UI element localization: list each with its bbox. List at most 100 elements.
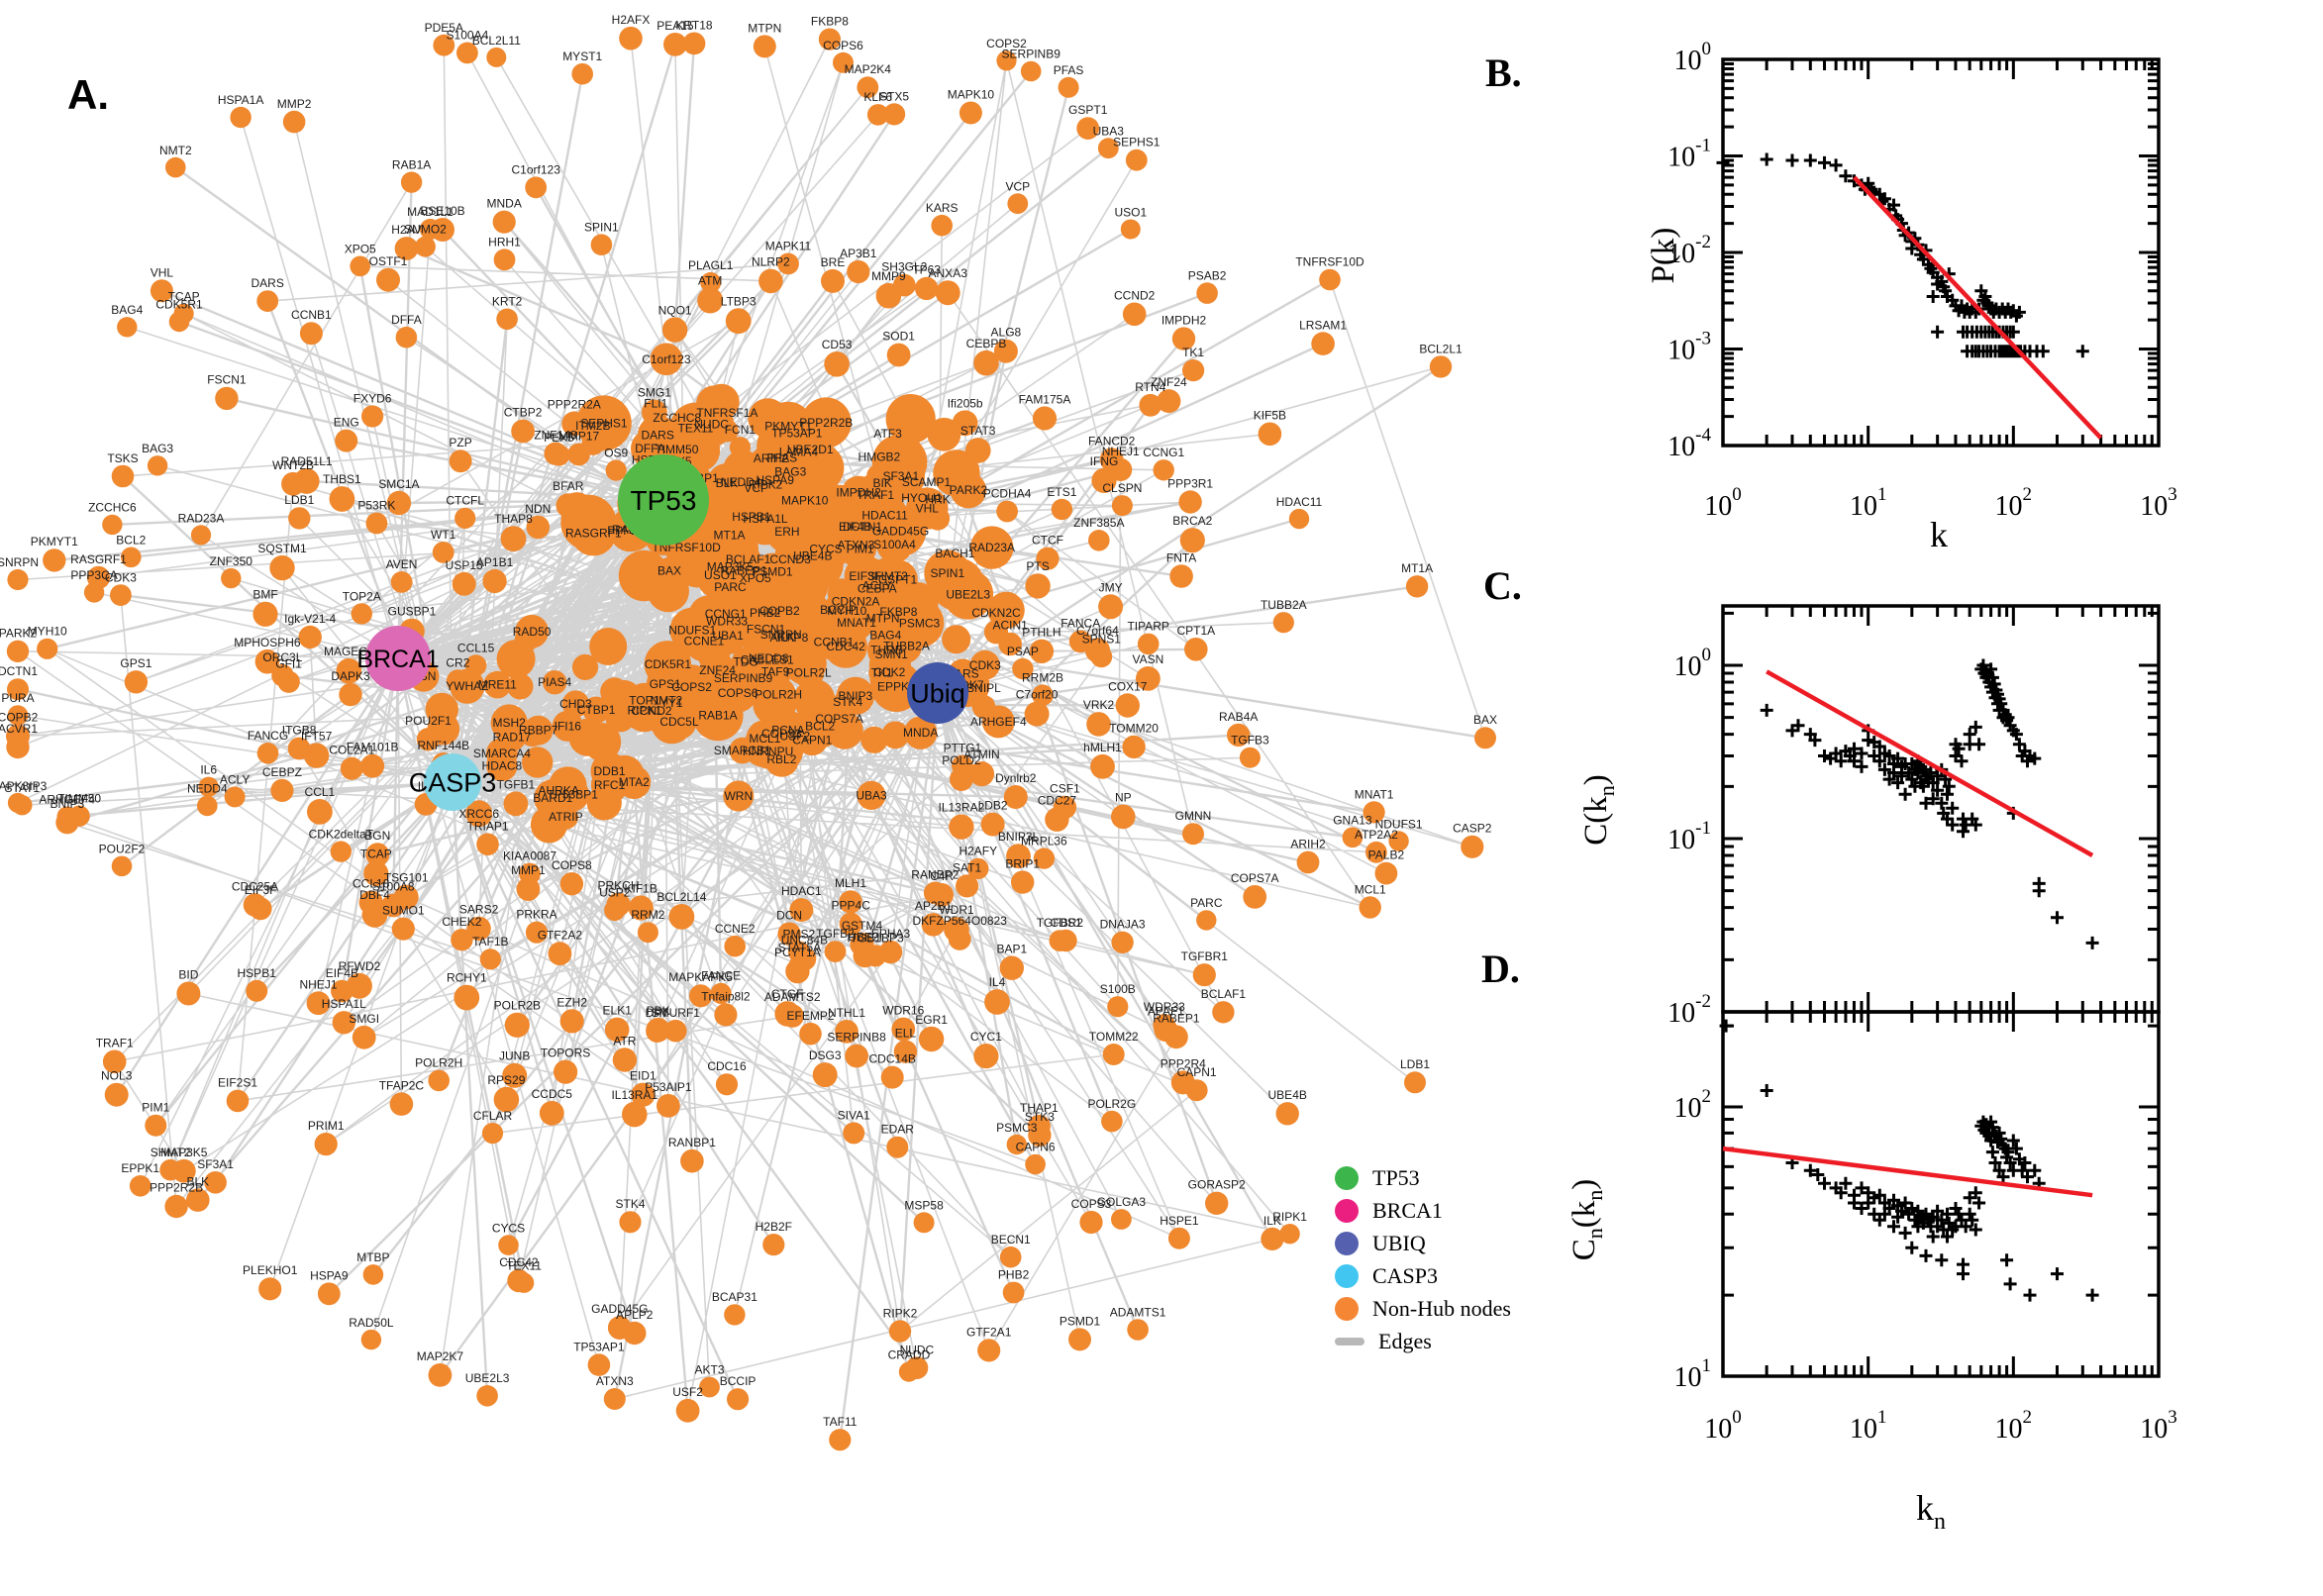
svg-text:MTBP: MTBP — [356, 1250, 389, 1264]
svg-text:CDK5R1: CDK5R1 — [645, 657, 692, 671]
svg-text:LTBP3: LTBP3 — [721, 294, 757, 308]
svg-text:TNFRSF10D: TNFRSF10D — [1295, 255, 1364, 269]
svg-text:PRKCH: PRKCH — [597, 879, 639, 893]
svg-text:IL13RA1: IL13RA1 — [611, 1088, 657, 1102]
svg-text:NDUFS1: NDUFS1 — [1375, 817, 1423, 831]
svg-text:KIF1B: KIF1B — [625, 881, 657, 895]
panel-d-label: D. — [1481, 947, 1520, 991]
svg-text:C7orf20: C7orf20 — [1016, 688, 1059, 702]
svg-text:ORC3L: ORC3L — [262, 650, 302, 664]
svg-text:RIPK2: RIPK2 — [749, 478, 783, 492]
svg-text:USO1: USO1 — [704, 568, 737, 582]
svg-text:ATF3: ATF3 — [873, 427, 902, 441]
svg-text:POLR2L: POLR2L — [786, 666, 832, 680]
svg-text:MT1A: MT1A — [1401, 561, 1433, 575]
svg-text:WDR33: WDR33 — [1144, 1000, 1185, 1014]
svg-text:P53AIP1: P53AIP1 — [645, 1080, 692, 1094]
svg-text:AURKA: AURKA — [539, 783, 579, 797]
plot-ticks — [1721, 57, 2161, 448]
svg-text:IL4: IL4 — [989, 975, 1006, 989]
svg-text:MAGEC1: MAGEC1 — [324, 645, 374, 658]
svg-text:HDAC11: HDAC11 — [1276, 495, 1323, 509]
svg-text:MAD1L1: MAD1L1 — [407, 205, 454, 219]
svg-text:HSPA1A: HSPA1A — [218, 93, 263, 107]
svg-text:ETS1: ETS1 — [1047, 485, 1076, 499]
svg-text:KIF5B: KIF5B — [1254, 409, 1286, 423]
svg-text:BGN: BGN — [364, 829, 390, 843]
network-nodes — [6, 26, 1496, 1451]
svg-text:EPPK1: EPPK1 — [121, 1161, 159, 1175]
svg-text:SMARCB1: SMARCB1 — [714, 744, 771, 757]
svg-text:NEDD4: NEDD4 — [187, 782, 228, 796]
svg-text:BCLAF1: BCLAF1 — [1201, 987, 1247, 1001]
svg-text:MYST1: MYST1 — [562, 50, 602, 63]
svg-text:TSG101: TSG101 — [384, 871, 429, 885]
svg-text:CTCF: CTCF — [1032, 534, 1063, 548]
svg-text:IMPDH2: IMPDH2 — [836, 486, 881, 500]
network-node-labels: C1orf123 HDAC11 PARC MT1A SEPHS1 TEX11 MTPN PFA… — [0, 13, 1497, 1429]
svg-text:ATM: ATM — [698, 274, 722, 288]
svg-text:DFFA: DFFA — [635, 442, 665, 455]
svg-text:PTHLH: PTHLH — [1022, 626, 1060, 640]
svg-text:ILK: ILK — [777, 631, 795, 645]
svg-text:10-4: 10-4 — [1667, 425, 1711, 462]
svg-text:POLR2B: POLR2B — [494, 999, 541, 1013]
svg-text:HDAC8: HDAC8 — [482, 758, 523, 772]
hub-ubiq: Ubiq — [907, 662, 968, 724]
legend-item-tp53: TP53 — [1335, 1165, 1511, 1190]
svg-text:SEPHS1: SEPHS1 — [580, 416, 628, 430]
svg-text:JUNB: JUNB — [499, 1049, 530, 1063]
plot-frame — [1721, 1010, 2161, 1378]
svg-text:USP15: USP15 — [446, 558, 483, 572]
svg-text:MMP2: MMP2 — [277, 97, 312, 111]
svg-text:SUMO1: SUMO1 — [382, 904, 425, 918]
svg-text:10-3: 10-3 — [1667, 329, 1711, 366]
svg-text:DNAJA3: DNAJA3 — [1100, 918, 1146, 932]
svg-text:EFEMP2: EFEMP2 — [786, 1009, 834, 1023]
svg-text:CHEK2: CHEK2 — [442, 915, 481, 929]
svg-text:TOP2A: TOP2A — [343, 589, 381, 603]
svg-text:COPS6: COPS6 — [718, 686, 758, 700]
svg-text:CPT1A: CPT1A — [1176, 624, 1215, 638]
svg-text:MMP9: MMP9 — [871, 269, 906, 283]
svg-text:DARS: DARS — [642, 429, 674, 443]
svg-text:Ifi205b: Ifi205b — [948, 396, 983, 410]
svg-text:PSMC3: PSMC3 — [996, 1121, 1038, 1135]
svg-text:COPS8: COPS8 — [552, 858, 592, 872]
svg-text:RIPK1: RIPK1 — [627, 704, 661, 718]
svg-text:FSCN1: FSCN1 — [207, 373, 247, 387]
svg-text:EID1: EID1 — [630, 1069, 656, 1083]
nonhub-node-swatch-icon — [1335, 1297, 1359, 1321]
svg-text:LDB2: LDB2 — [978, 799, 1008, 813]
svg-text:DCTN1: DCTN1 — [843, 520, 882, 534]
svg-text:GSPT1: GSPT1 — [1068, 103, 1108, 117]
svg-text:ACLY: ACLY — [862, 578, 892, 592]
svg-text:10-2: 10-2 — [1667, 232, 1711, 269]
svg-text:STK4: STK4 — [615, 1197, 645, 1211]
svg-text:COPS2: COPS2 — [671, 680, 712, 694]
svg-text:TIPARP: TIPARP — [1127, 620, 1168, 634]
svg-text:MAP2K4: MAP2K4 — [845, 62, 892, 76]
svg-text:NEDD8: NEDD8 — [749, 651, 789, 665]
svg-text:CCL1: CCL1 — [305, 785, 336, 799]
svg-text:MCL1: MCL1 — [749, 732, 780, 746]
svg-text:TAF1B: TAF1B — [472, 935, 508, 948]
svg-text:PURA: PURA — [1, 691, 34, 705]
svg-text:CTBP1: CTBP1 — [577, 703, 616, 717]
svg-text:UBA3: UBA3 — [856, 788, 887, 802]
svg-text:H2AFY: H2AFY — [959, 845, 997, 858]
svg-text:BCLAF1: BCLAF1 — [726, 552, 771, 566]
svg-text:COPS3: COPS3 — [761, 727, 802, 741]
svg-text:KARS: KARS — [926, 201, 959, 215]
svg-text:LDB1: LDB1 — [284, 493, 314, 507]
svg-text:ACVR1: ACVR1 — [0, 722, 38, 736]
svg-text:VCP: VCP — [744, 481, 768, 495]
svg-text:103: 103 — [2140, 1407, 2177, 1445]
svg-text:PALB2: PALB2 — [1368, 848, 1405, 862]
svg-text:STK3: STK3 — [1025, 1110, 1055, 1124]
svg-text:GTF2A1: GTF2A1 — [966, 1325, 1012, 1339]
svg-text:MAPKAPK5: MAPKAPK5 — [668, 970, 733, 984]
svg-text:PFAS: PFAS — [766, 450, 797, 464]
